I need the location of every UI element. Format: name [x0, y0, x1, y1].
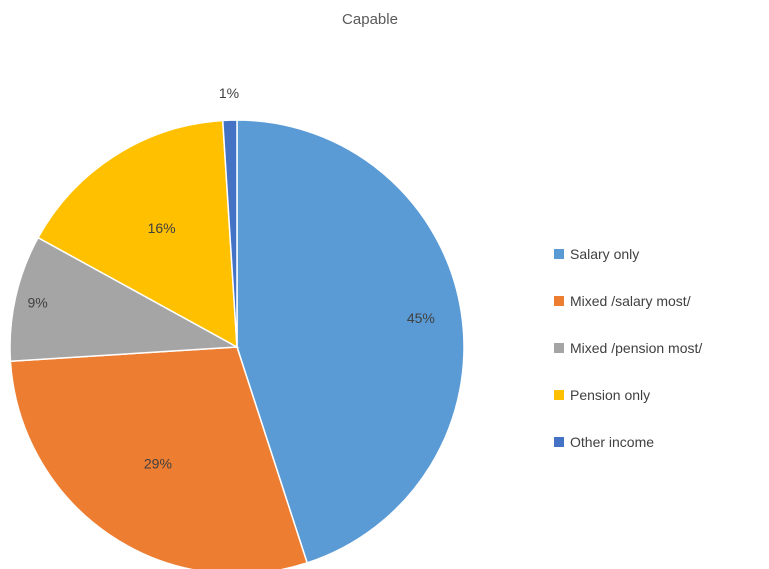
- legend-swatch: [554, 390, 564, 400]
- data-label: 45%: [407, 310, 435, 326]
- legend-label: Pension only: [570, 387, 650, 403]
- chart-title: Capable: [342, 11, 398, 28]
- legend-swatch: [554, 296, 564, 306]
- legend-label: Mixed /salary most/: [570, 293, 691, 309]
- legend-swatch: [554, 249, 564, 259]
- data-label: 16%: [148, 220, 176, 236]
- legend-swatch: [554, 437, 564, 447]
- legend-label: Salary only: [570, 246, 639, 262]
- data-label: 29%: [144, 455, 172, 471]
- data-label: 1%: [219, 85, 239, 101]
- legend-swatch: [554, 343, 564, 353]
- pie-slices: [10, 120, 464, 569]
- legend-label: Other income: [570, 434, 654, 450]
- legend-label: Mixed /pension most/: [570, 340, 702, 356]
- legend: Salary only Mixed /salary most/Mixed /pen…: [554, 246, 702, 450]
- data-label: 9%: [28, 294, 48, 310]
